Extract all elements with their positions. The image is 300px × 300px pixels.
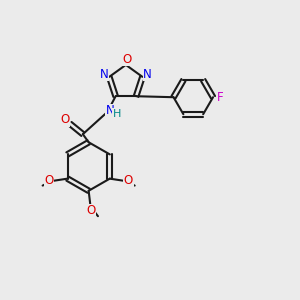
Text: O: O bbox=[44, 175, 53, 188]
Text: N: N bbox=[100, 68, 109, 81]
Text: O: O bbox=[86, 204, 95, 217]
Text: O: O bbox=[124, 175, 133, 188]
Text: O: O bbox=[60, 113, 70, 126]
Text: N: N bbox=[105, 104, 114, 117]
Text: F: F bbox=[217, 91, 223, 104]
Text: H: H bbox=[112, 109, 121, 119]
Text: O: O bbox=[122, 52, 132, 66]
Text: N: N bbox=[143, 68, 152, 81]
